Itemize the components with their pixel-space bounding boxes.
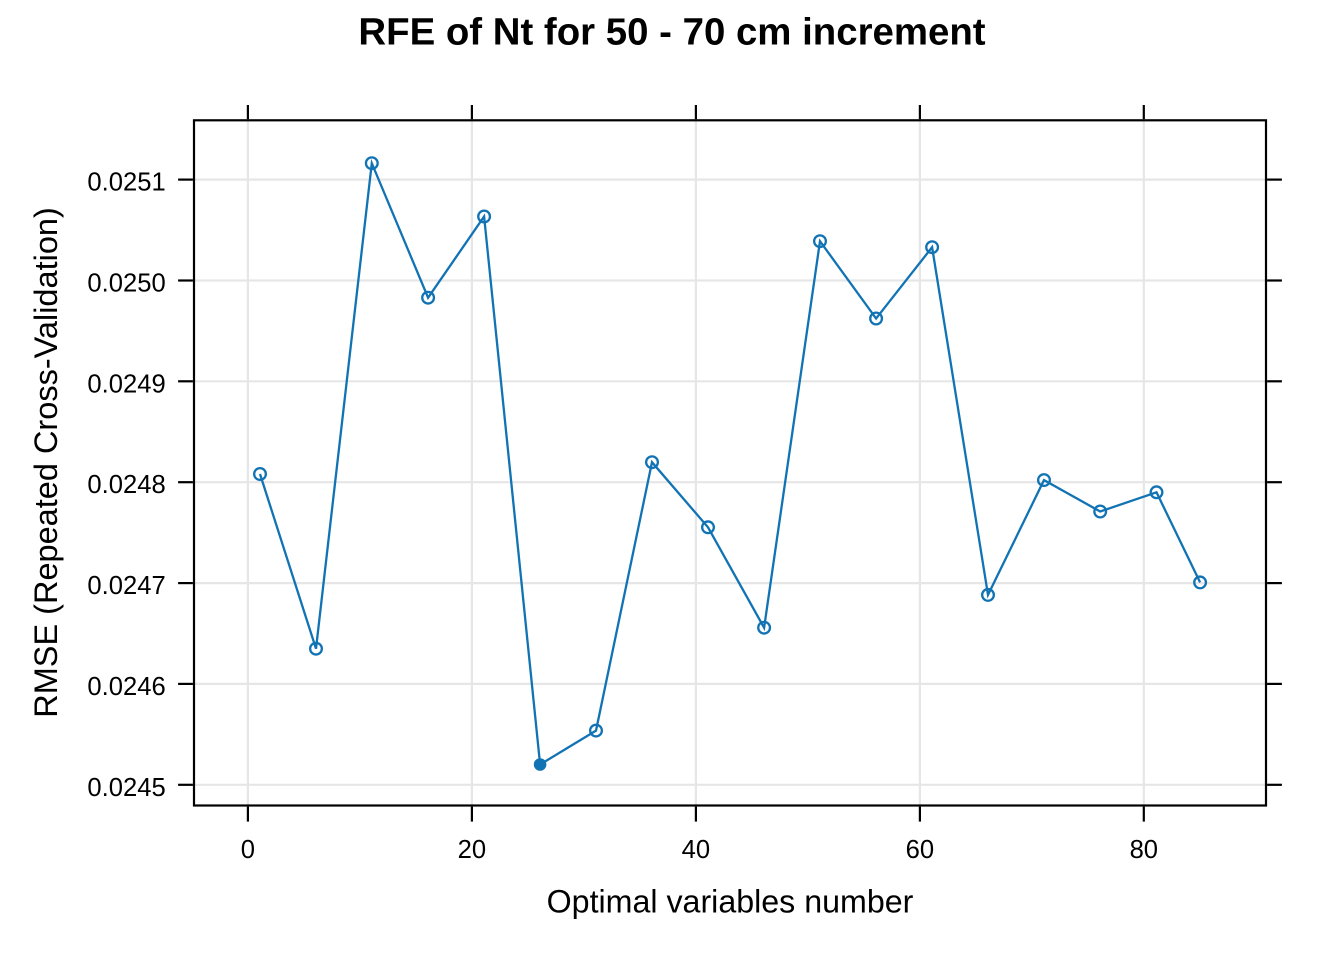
svg-text:60: 60 [906,836,934,864]
svg-text:0.0248: 0.0248 [87,471,165,499]
svg-text:20: 20 [458,836,486,864]
svg-text:0: 0 [241,836,255,864]
svg-text:0.0246: 0.0246 [87,673,165,701]
svg-text:80: 80 [1130,836,1158,864]
svg-text:0.0245: 0.0245 [87,774,165,802]
svg-text:0.0249: 0.0249 [87,370,165,398]
svg-text:0.0250: 0.0250 [87,270,165,298]
svg-text:RMSE (Repeated Cross-Validatio: RMSE (Repeated Cross-Validation) [28,207,64,718]
svg-text:0.0251: 0.0251 [87,169,165,197]
svg-text:RFE of Nt for 50 - 70 cm incre: RFE of Nt for 50 - 70 cm increment [358,11,985,54]
svg-text:Optimal variables number: Optimal variables number [547,883,914,919]
svg-text:0.0247: 0.0247 [87,572,165,600]
svg-text:40: 40 [682,836,710,864]
